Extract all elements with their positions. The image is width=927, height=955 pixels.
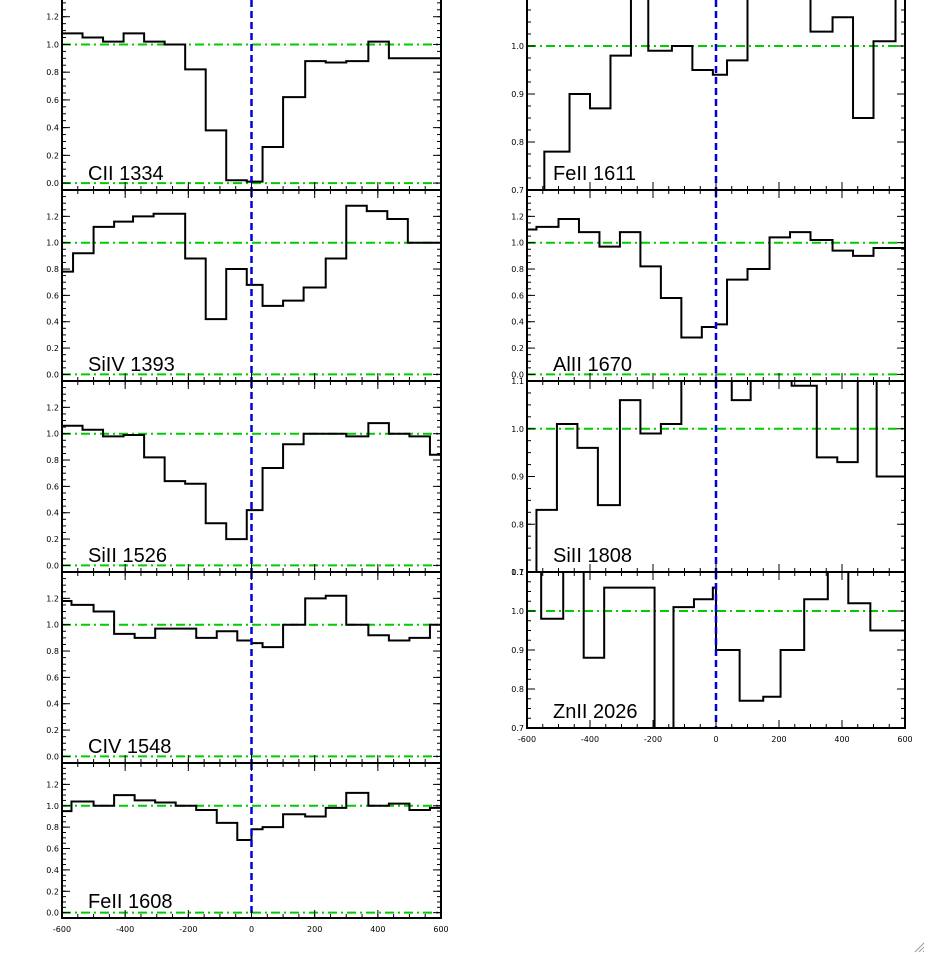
y-tick-label: 0.0 (46, 179, 59, 188)
x-tick-label: -400 (116, 925, 134, 934)
y-tick-label: 1.0 (46, 239, 59, 248)
ion-label: CII 1334 (88, 163, 164, 185)
y-tick-label: 0.7 (511, 724, 524, 733)
y-tick-label: 0.0 (46, 752, 59, 761)
y-tick-label: 1.2 (46, 403, 59, 412)
y-tick-label: 0.0 (46, 561, 59, 570)
y-tick-label: 0.0 (46, 370, 59, 379)
ion-label: SiII 1526 (88, 545, 167, 567)
spectrum-panel (527, 0, 905, 190)
y-tick-label: 0.2 (46, 151, 59, 160)
x-tick-label: 0 (249, 925, 254, 934)
y-tick-label: 0.2 (46, 887, 59, 896)
y-tick-label: 0.8 (46, 265, 59, 274)
y-tick-label: 0.9 (511, 646, 524, 655)
y-tick-label: 0.6 (46, 673, 59, 682)
y-tick-label: 0.9 (511, 473, 524, 482)
x-tick-label: 600 (433, 925, 448, 934)
y-tick-label: 1.0 (46, 621, 59, 630)
ion-label: AlII 1670 (553, 354, 632, 376)
x-tick-label: 200 (771, 735, 786, 744)
x-tick-label: 0 (713, 735, 718, 744)
spectrum-panel (62, 0, 441, 190)
y-tick-label: 1.2 (46, 13, 59, 22)
y-tick-label: 0.2 (46, 535, 59, 544)
x-tick-label: 200 (307, 925, 322, 934)
y-tick-label: 0.4 (46, 318, 59, 327)
y-tick-label: 1.1 (511, 568, 524, 577)
spectrum-panel (527, 381, 905, 572)
ion-label: FeII 1608 (88, 891, 173, 913)
y-tick-label: 1.0 (46, 430, 59, 439)
ion-label: FeII 1611 (553, 163, 636, 185)
y-tick-label: 1.1 (511, 377, 524, 386)
y-tick-label: 0.4 (511, 318, 524, 327)
y-tick-label: 1.0 (511, 42, 524, 51)
y-tick-label: 0.6 (46, 482, 59, 491)
y-tick-label: 1.2 (46, 212, 59, 221)
x-tick-label: 600 (897, 735, 912, 744)
y-tick-label: 1.0 (511, 607, 524, 616)
ion-label: CIV 1548 (88, 736, 171, 758)
flux-spectrum (62, 32, 441, 183)
spectrum-panel (62, 190, 441, 381)
x-tick-label: 400 (370, 925, 385, 934)
y-tick-label: 0.6 (511, 291, 524, 300)
flux-spectrum (540, 572, 905, 728)
y-tick-label: 0.8 (46, 823, 59, 832)
y-tick-label: 1.0 (46, 802, 59, 811)
y-tick-label: 1.0 (511, 239, 524, 248)
flux-spectrum (543, 0, 897, 190)
spectrum-panel (62, 381, 441, 572)
y-tick-label: 0.8 (46, 456, 59, 465)
resize-grip-icon[interactable] (913, 941, 925, 953)
x-tick-label: -600 (518, 735, 536, 744)
y-tick-label: 0.7 (511, 568, 524, 577)
x-tick-label: -200 (644, 735, 662, 744)
y-tick-label: 0.9 (511, 90, 524, 99)
y-tick-label: 1.2 (511, 212, 524, 221)
flux-spectrum (62, 422, 441, 541)
spectrum-panel (62, 572, 441, 763)
ion-label: SiIV 1393 (88, 354, 175, 376)
y-tick-label: 0.6 (46, 291, 59, 300)
spectrum-panel (527, 572, 905, 728)
y-tick-label: 0.7 (511, 186, 524, 195)
y-tick-label: 0.2 (46, 344, 59, 353)
y-tick-label: 0.0 (511, 370, 524, 379)
x-tick-label: -200 (179, 925, 197, 934)
y-tick-label: 0.4 (46, 124, 59, 133)
y-tick-label: 0.8 (511, 138, 524, 147)
spectrum-panel (527, 190, 905, 381)
x-tick-label: -400 (581, 735, 599, 744)
y-tick-label: 0.2 (46, 726, 59, 735)
y-tick-label: 1.2 (46, 594, 59, 603)
ion-label: SiII 1808 (553, 545, 632, 567)
y-tick-label: 0.4 (46, 700, 59, 709)
y-tick-label: 0.4 (46, 866, 59, 875)
y-tick-label: 0.8 (511, 265, 524, 274)
x-tick-label: -600 (53, 925, 71, 934)
y-tick-label: 1.0 (511, 425, 524, 434)
y-tick-label: 0.0 (46, 909, 59, 918)
flux-spectrum (535, 381, 905, 572)
y-tick-label: 0.6 (46, 845, 59, 854)
y-tick-label: 0.8 (46, 68, 59, 77)
flux-spectrum (62, 204, 441, 321)
y-tick-label: 0.8 (46, 647, 59, 656)
y-tick-label: 0.8 (511, 520, 524, 529)
y-tick-label: 0.2 (511, 344, 524, 353)
y-tick-label: 0.6 (46, 96, 59, 105)
y-tick-label: 1.2 (46, 780, 59, 789)
y-tick-label: 0.4 (46, 509, 59, 518)
ion-label: ZnII 2026 (553, 701, 638, 723)
x-tick-label: 400 (834, 735, 849, 744)
y-tick-label: 0.8 (511, 685, 524, 694)
y-tick-label: 1.0 (46, 40, 59, 49)
